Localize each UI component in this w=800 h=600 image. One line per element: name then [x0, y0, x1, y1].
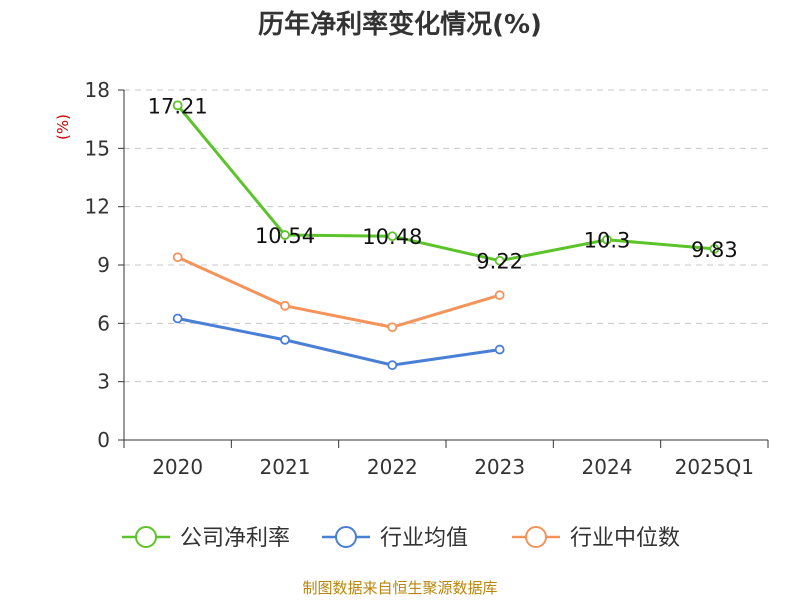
- data-label: 9.22: [476, 250, 523, 274]
- legend-label: 行业中位数: [570, 526, 680, 551]
- data-point: [387, 231, 398, 242]
- legend-label: 公司净利率: [180, 526, 290, 551]
- series-layer: [172, 100, 720, 371]
- series-line-1: [177, 317, 500, 367]
- legend-marker: [135, 526, 157, 548]
- legend-marker: [335, 526, 357, 548]
- data-point: [494, 290, 505, 301]
- y-tick-label: 18: [85, 78, 110, 102]
- y-tick-label: 3: [97, 370, 110, 394]
- data-point: [387, 360, 398, 371]
- data-label: 10.54: [255, 224, 315, 248]
- series-line-0: [176, 104, 715, 263]
- legend-marker: [525, 526, 547, 548]
- y-tick-label: 9: [97, 253, 110, 277]
- legend-label: 行业均值: [380, 526, 468, 551]
- axes: 0 3 6 9 12 15 18 2020 2021 2022 2023 2024 2025Q1 (%): [54, 78, 769, 479]
- grid-lines: [124, 89, 768, 383]
- series-line-2: [177, 255, 501, 329]
- data-point: [494, 344, 505, 355]
- y-axis-label: (%): [54, 114, 72, 140]
- data-labels: 17.21 10.54 10.48 9.22 10.3 9.83: [148, 94, 738, 273]
- x-tick-label: 2022: [367, 455, 418, 479]
- y-tick-label: 15: [85, 136, 110, 160]
- chart-title: 历年净利率变化情况(%): [258, 10, 542, 40]
- data-point: [494, 255, 505, 266]
- data-point: [280, 230, 290, 240]
- x-tick-label: 2023: [474, 455, 525, 479]
- data-point: [172, 100, 183, 111]
- y-tick-label: 12: [85, 195, 110, 219]
- data-point: [280, 334, 290, 345]
- data-point: [172, 313, 183, 324]
- data-point: [387, 322, 398, 333]
- y-tick-label: 6: [97, 311, 110, 335]
- source-note: 制图数据来自恒生聚源数据库: [302, 579, 498, 597]
- data-label: 10.3: [584, 229, 631, 253]
- data-point: [280, 300, 290, 311]
- data-label: 17.21: [148, 94, 208, 118]
- data-point: [602, 234, 612, 245]
- y-tick-label: 0: [97, 428, 110, 452]
- x-tick-label: 2024: [582, 455, 633, 479]
- x-tick-label: 2021: [260, 455, 311, 479]
- data-point: [709, 243, 720, 254]
- legend: 公司净利率 行业均值 行业中位数: [122, 526, 680, 551]
- data-label: 10.48: [362, 225, 422, 249]
- x-tick-label: 2020: [152, 455, 203, 479]
- data-label: 9.83: [691, 238, 738, 262]
- data-point: [172, 252, 183, 263]
- x-tick-label: 2025Q1: [675, 455, 754, 479]
